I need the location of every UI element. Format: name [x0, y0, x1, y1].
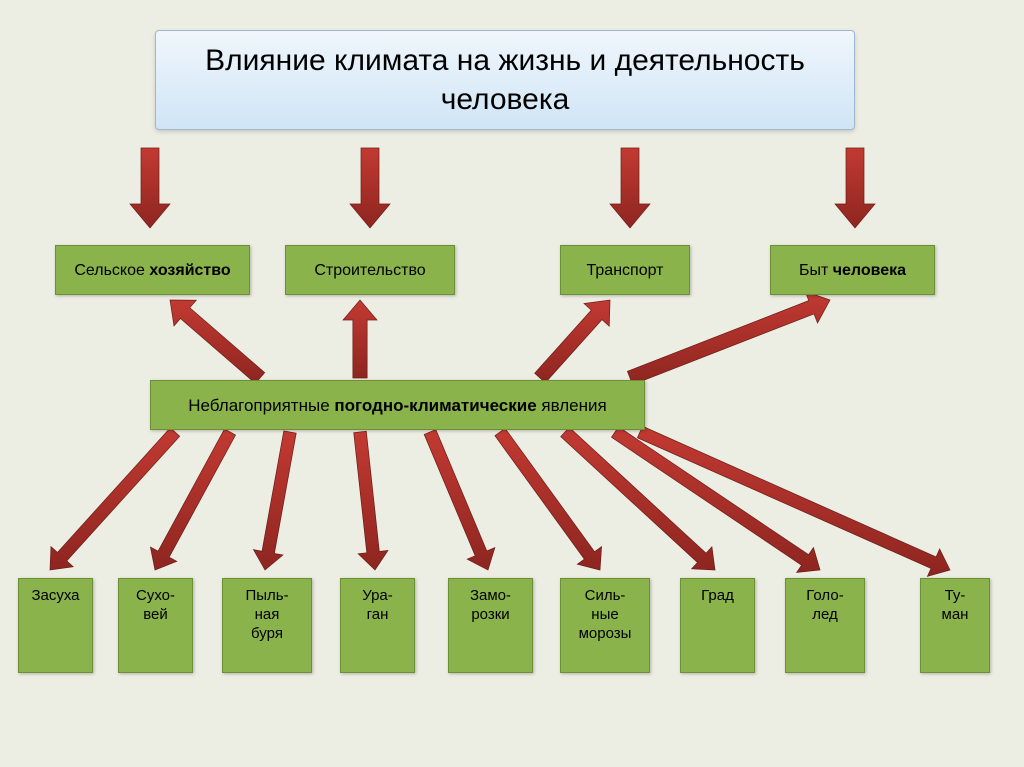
phenomenon-box: Замо- розки: [448, 578, 533, 673]
phenomenon-box: Ура- ган: [340, 578, 415, 673]
phenomenon-box: Силь- ные морозы: [560, 578, 650, 673]
phenomenon-box: Сухо- вей: [118, 578, 193, 673]
phenomenon-label: Силь- ные морозы: [579, 587, 632, 643]
category-box: Сельское хозяйство: [55, 245, 250, 295]
category-label: Быт человека: [799, 261, 906, 281]
phenomenon-label: Сухо- вей: [136, 587, 175, 625]
phenomenon-box: Засуха: [18, 578, 93, 673]
category-box: Быт человека: [770, 245, 935, 295]
category-box: Транспорт: [560, 245, 690, 295]
phenomenon-label: Замо- розки: [470, 587, 511, 625]
category-box: Строительство: [285, 245, 455, 295]
phenomenon-box: Голо- лед: [785, 578, 865, 673]
category-label: Транспорт: [587, 261, 664, 281]
phenomenon-box: Пыль- ная буря: [222, 578, 312, 673]
phenomenon-box: Град: [680, 578, 755, 673]
phenomenon-box: Ту- ман: [920, 578, 990, 673]
adverse-phenomena-box: Неблагоприятные погодно-климатические яв…: [150, 380, 645, 430]
phenomenon-label: Ура- ган: [362, 587, 393, 625]
phenomenon-label: Град: [701, 587, 734, 606]
adverse-phenomena-label: Неблагоприятные погодно-климатические яв…: [188, 395, 606, 416]
category-label: Сельское хозяйство: [74, 261, 230, 281]
phenomenon-label: Ту- ман: [942, 587, 969, 625]
category-label: Строительство: [314, 261, 425, 281]
phenomenon-label: Пыль- ная буря: [245, 587, 288, 643]
phenomenon-label: Голо- лед: [806, 587, 843, 625]
phenomenon-label: Засуха: [31, 587, 79, 606]
page-title: Влияние климата на жизнь и деятельность …: [155, 30, 855, 130]
